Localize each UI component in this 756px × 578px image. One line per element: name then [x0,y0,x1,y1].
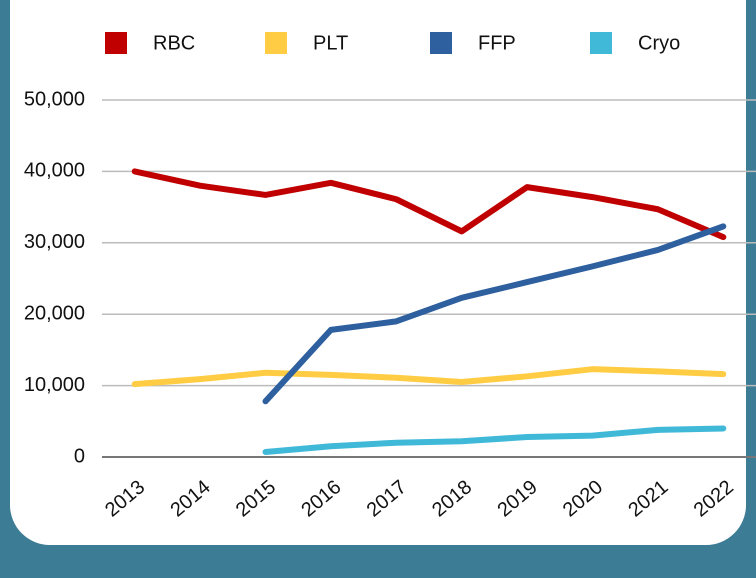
series-line [262,425,727,456]
legend-swatch [430,32,452,54]
y-tick-label: 30,000 [24,231,85,253]
y-tick-label: 20,000 [24,302,85,324]
y-tick-label: 50,000 [24,88,85,110]
series-line [131,366,727,388]
legend-swatch [265,32,287,54]
series-line [131,168,727,241]
legend-swatch [590,32,612,54]
legend-label: RBC [153,32,195,54]
legend-label: Cryo [638,32,680,54]
legend-swatch [105,32,127,54]
card [10,0,746,545]
y-tick-label: 40,000 [24,160,85,182]
series-line [262,223,727,405]
y-tick-label: 0 [74,445,85,467]
legend-label: PLT [313,32,348,54]
legend-label: FFP [478,32,516,54]
y-tick-label: 10,000 [24,374,85,396]
